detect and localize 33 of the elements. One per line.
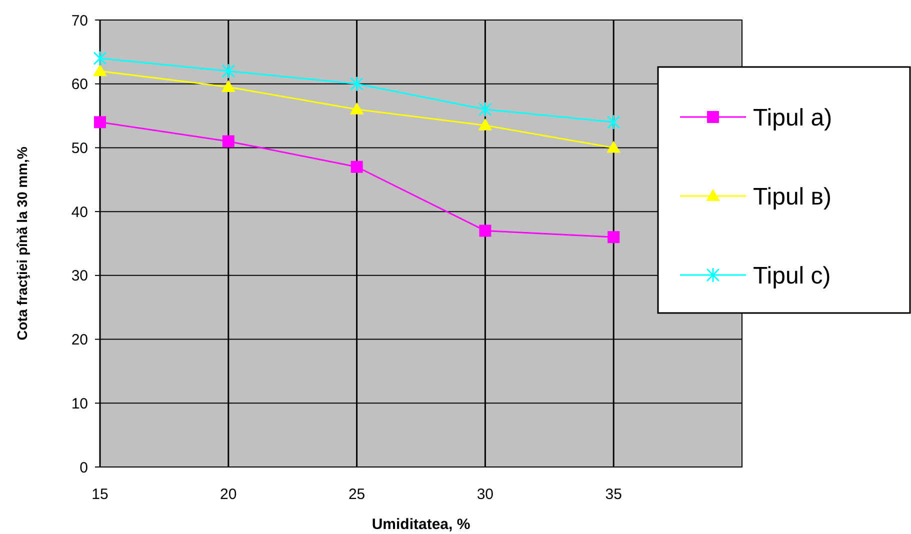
y-tick-label: 40 — [71, 204, 88, 221]
x-tick-label: 15 — [92, 486, 108, 503]
point — [478, 118, 492, 130]
legend-label: Tipul в) — [753, 183, 832, 210]
point — [221, 80, 236, 92]
legend-label: Tipul a) — [753, 104, 832, 132]
y-tick-label: 10 — [71, 395, 88, 412]
y-tick-label: 50 — [71, 140, 88, 157]
y-tick-label: 0 — [80, 459, 88, 476]
y-axis-title: Cota fracţiei pînă la 30 mm,% — [14, 146, 30, 340]
point — [350, 102, 364, 114]
x-tick-label: 20 — [220, 486, 237, 503]
point — [93, 50, 107, 66]
point — [479, 224, 492, 237]
y-tick-label: 30 — [71, 268, 88, 285]
point — [608, 231, 620, 244]
point — [350, 160, 363, 173]
point — [93, 64, 107, 76]
point — [222, 135, 234, 148]
y-tick-label: 20 — [71, 332, 88, 349]
x-tick-label: 35 — [605, 486, 622, 503]
x-axis-title: Umiditatea, % — [372, 516, 470, 533]
point — [94, 116, 106, 128]
y-tick-label: 70 — [71, 12, 88, 30]
y-tick-label: 60 — [71, 76, 88, 94]
x-tick-label: 30 — [476, 486, 494, 503]
point — [606, 140, 621, 153]
point — [478, 102, 492, 118]
point — [606, 114, 620, 130]
legend-label: Tipul c) — [753, 262, 831, 290]
point — [350, 76, 364, 92]
point — [222, 63, 236, 79]
x-tick-label: 25 — [348, 486, 366, 503]
